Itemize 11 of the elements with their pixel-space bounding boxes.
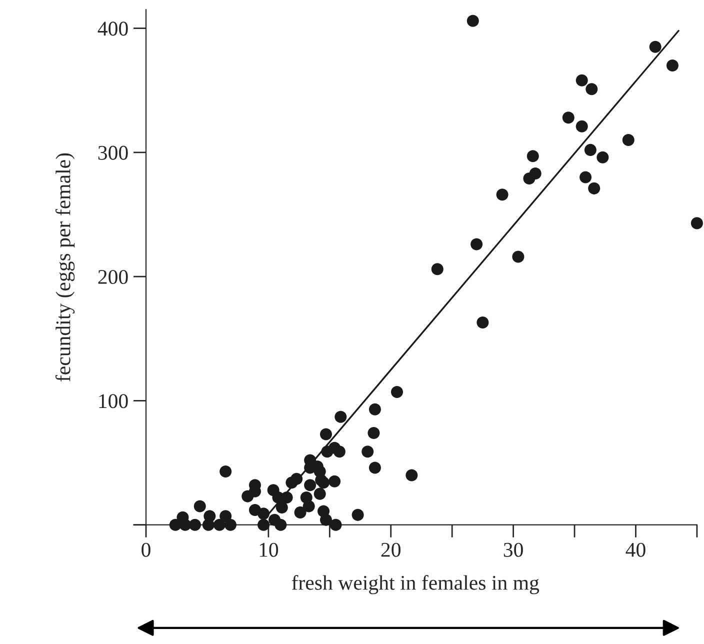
x-axis-title: fresh weight in females in mg bbox=[292, 575, 540, 594]
x-tick-label: 10 bbox=[260, 542, 278, 557]
y-tick-label: 400 bbox=[98, 22, 128, 36]
x-tick-label: 20 bbox=[381, 542, 400, 557]
x-tick-label: 0 bbox=[142, 542, 150, 557]
y-tick-label: 200 bbox=[98, 270, 128, 284]
x-tick-label: 30 bbox=[504, 542, 523, 557]
y-axis-title: fecundity (eggs per female) bbox=[55, 153, 75, 382]
y-tick-label: 100 bbox=[99, 394, 128, 408]
x-tick-label: 40 bbox=[626, 542, 646, 557]
y-tick-label: 300 bbox=[98, 146, 128, 160]
